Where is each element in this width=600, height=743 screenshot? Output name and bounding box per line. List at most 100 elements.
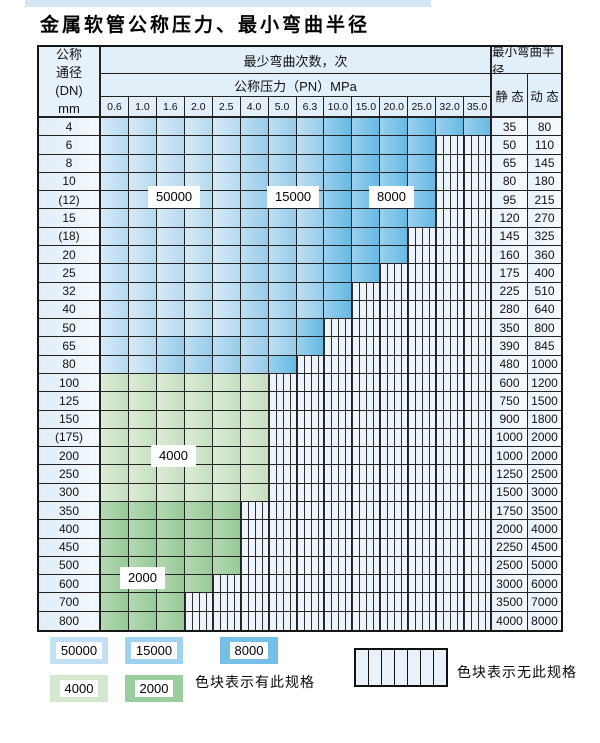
zone-cell	[380, 227, 409, 246]
zone-cell	[296, 282, 325, 301]
zone-cell	[324, 264, 353, 283]
zone-cell	[324, 410, 353, 429]
pressure-col-header: 1.0	[128, 97, 157, 118]
dn-cell: 32	[39, 282, 101, 301]
dynamic-value-cell: 1500	[528, 392, 561, 411]
zone-cell	[268, 392, 297, 411]
zone-cell	[296, 556, 325, 576]
zone-cell	[156, 483, 185, 502]
zone-cell	[352, 118, 381, 137]
zone-cell	[296, 246, 325, 265]
zone-cell	[380, 410, 409, 429]
zone-cell	[380, 465, 409, 484]
static-value-cell: 2500	[492, 556, 528, 576]
zone-cell	[212, 246, 241, 265]
zone-cell	[101, 374, 129, 393]
zone-cell	[101, 447, 129, 466]
zone-cell	[240, 319, 269, 338]
zone-cell	[156, 465, 185, 484]
zone-cell	[212, 282, 241, 301]
zone-cell	[268, 410, 297, 429]
zone-cell	[101, 300, 129, 320]
zone-cell	[352, 300, 381, 320]
zone-cell	[184, 337, 213, 356]
zone-cell	[240, 538, 269, 557]
static-value-cell: 1500	[492, 483, 528, 502]
zone-cell	[408, 465, 437, 484]
zone-cell	[352, 428, 381, 448]
zone-cell	[268, 282, 297, 301]
zone-cell	[156, 264, 185, 283]
zone-cell	[156, 282, 185, 301]
zone-cell	[296, 355, 325, 374]
zone-cell	[352, 264, 381, 283]
zone-cell	[436, 392, 465, 411]
zone-cell	[408, 447, 437, 466]
zone-cell	[184, 118, 213, 137]
zone-cell	[184, 300, 213, 320]
dynamic-value-cell: 270	[528, 209, 561, 228]
zone-cell	[408, 355, 437, 374]
dynamic-value-cell: 7000	[528, 593, 561, 612]
static-value-cell: 95	[492, 191, 528, 210]
zone-cell	[101, 355, 129, 374]
zone-cell	[324, 154, 353, 173]
static-value-cell: 120	[492, 209, 528, 228]
zone-cell	[296, 410, 325, 429]
zone-cell	[184, 319, 213, 338]
zone-cell	[324, 502, 353, 521]
zone-cell	[464, 337, 492, 356]
zone-cell	[101, 428, 129, 448]
dynamic-value-cell: 180	[528, 172, 561, 192]
zone-cell	[128, 502, 157, 521]
zone-cell	[268, 264, 297, 283]
zone-cell	[268, 428, 297, 448]
zone-cell	[156, 118, 185, 137]
zone-cell	[268, 575, 297, 594]
legend-swatch: 50000	[50, 637, 108, 664]
dynamic-value-cell: 640	[528, 300, 561, 320]
zone-cell	[212, 465, 241, 484]
zone-cell	[184, 209, 213, 228]
zone-cell	[184, 465, 213, 484]
zone-cell	[156, 227, 185, 246]
cycle-count-label: 2000	[120, 567, 165, 589]
no-spec-hatch-box	[354, 648, 448, 687]
static-value-cell: 1750	[492, 502, 528, 521]
zone-cell	[268, 154, 297, 173]
zone-cell	[128, 227, 157, 246]
zone-cell	[464, 465, 492, 484]
zone-cell	[240, 264, 269, 283]
zone-cell	[464, 502, 492, 521]
zone-cell	[436, 191, 465, 210]
zone-cell	[352, 483, 381, 502]
static-value-cell: 900	[492, 410, 528, 429]
zone-cell	[352, 611, 381, 630]
page-title: 金属软管公称压力、最小弯曲半径	[40, 14, 371, 36]
zone-cell	[184, 575, 213, 594]
zone-cell	[128, 410, 157, 429]
zone-cell	[212, 374, 241, 393]
dynamic-value-cell: 1200	[528, 374, 561, 393]
zone-cell	[156, 209, 185, 228]
zone-cell	[436, 520, 465, 539]
zone-cell	[408, 556, 437, 576]
zone-cell	[380, 593, 409, 612]
dynamic-value-cell: 1000	[528, 355, 561, 374]
no-spec-note: 色块表示无此规格	[457, 664, 577, 680]
zone-cell	[324, 575, 353, 594]
zone-cell	[128, 374, 157, 393]
dn-cell: 80	[39, 355, 101, 374]
zone-cell	[156, 246, 185, 265]
zone-cell	[408, 300, 437, 320]
zone-cell	[268, 136, 297, 155]
zone-cell	[268, 209, 297, 228]
zone-cell	[296, 227, 325, 246]
zone-cell	[268, 355, 297, 374]
zone-cell	[184, 502, 213, 521]
zone-cell	[380, 209, 409, 228]
zone-cell	[324, 520, 353, 539]
dynamic-value-cell: 6000	[528, 575, 561, 594]
zone-cell	[268, 447, 297, 466]
zone-cell	[240, 337, 269, 356]
